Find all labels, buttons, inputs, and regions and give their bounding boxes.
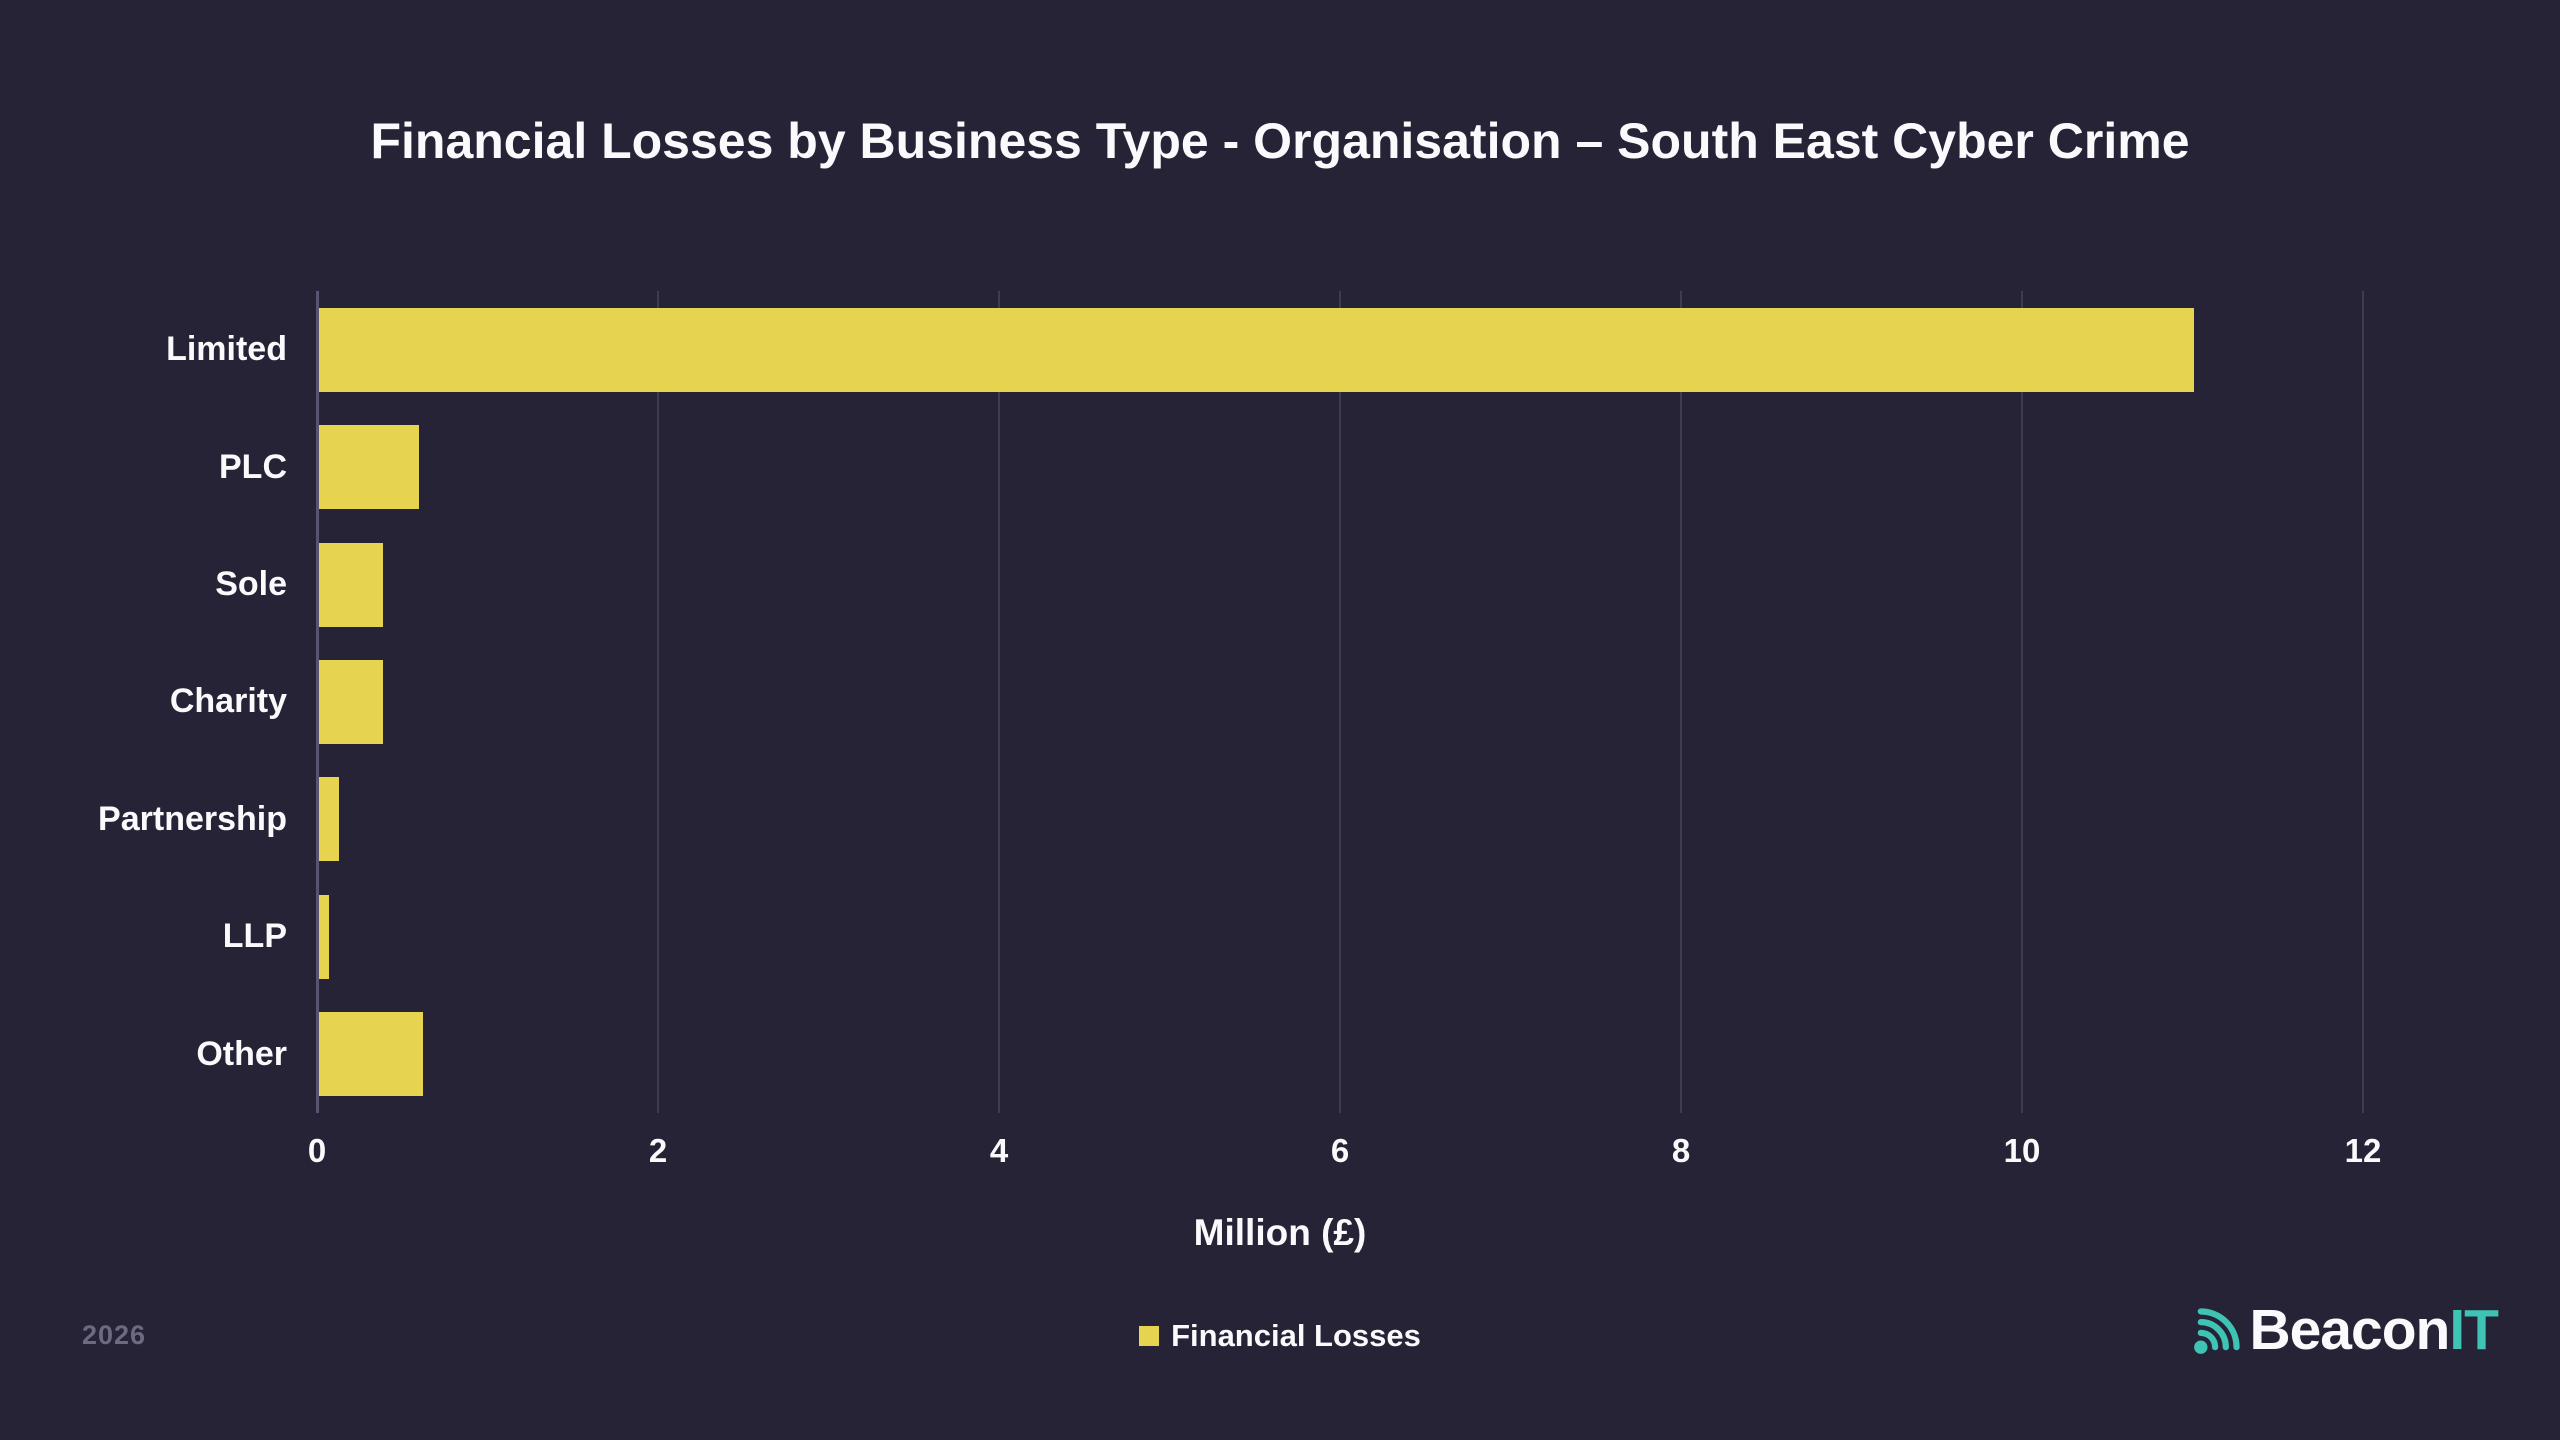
bar-limited — [318, 307, 2194, 392]
bar-llp — [318, 894, 329, 979]
x-tick-label-0: 0 — [307, 1132, 327, 1169]
bar-plc — [318, 425, 420, 510]
bar-charity — [318, 660, 384, 744]
brand-name-secondary: IT — [2449, 1298, 2499, 1362]
x-tick-label-4: 4 — [989, 1132, 1009, 1169]
gridline-4 — [998, 291, 1000, 1113]
bar-other — [318, 1012, 423, 1097]
bar-sole — [318, 542, 384, 627]
beacon-signal-icon — [2194, 1308, 2241, 1354]
x-tick-label-10: 10 — [2003, 1132, 2041, 1169]
y-axis-label-other: Other — [196, 1034, 287, 1073]
y-axis-label-plc: PLC — [219, 447, 287, 486]
x-tick-label-12: 12 — [2344, 1132, 2382, 1169]
gridline-10 — [2021, 291, 2023, 1113]
gridline-2 — [657, 291, 659, 1113]
chart-title: Financial Losses by Business Type - Orga… — [370, 113, 2190, 169]
x-axis-title: Million (£) — [1193, 1212, 1367, 1253]
brand-logo: BeaconIT — [2191, 1302, 2499, 1359]
x-tick-label-6: 6 — [1330, 1132, 1350, 1169]
x-tick-label-2: 2 — [648, 1132, 668, 1169]
plot-area — [316, 291, 2427, 1113]
legend-swatch-icon — [1139, 1326, 1160, 1346]
y-axis-label-sole: Sole — [215, 565, 287, 604]
brand-name: BeaconIT — [2249, 1302, 2499, 1359]
legend-label: Financial Losses — [1171, 1318, 1421, 1353]
gridline-6 — [1339, 291, 1341, 1113]
gridline-12 — [2362, 291, 2364, 1113]
y-axis-label-partnership: Partnership — [98, 799, 287, 838]
x-axis-ticks-group: 0 2 4 6 8 10 12 — [308, 1132, 2427, 1178]
y-axis-label-llp: LLP — [222, 917, 287, 956]
legend: Financial Losses — [0, 1318, 2560, 1354]
y-axis-label-charity: Charity — [169, 682, 287, 721]
year-label: 2026 — [82, 1320, 147, 1350]
gridline-8 — [1680, 291, 1682, 1113]
bar-partnership — [318, 777, 339, 862]
y-axis-label-limited: Limited — [166, 330, 287, 369]
brand-name-primary: Beacon — [2249, 1298, 2450, 1362]
y-axis-line — [316, 291, 319, 1113]
y-axis-labels-group: Limited PLC Sole Charity Partnership LLP Other — [0, 291, 287, 1113]
x-tick-label-8: 8 — [1671, 1132, 1691, 1169]
